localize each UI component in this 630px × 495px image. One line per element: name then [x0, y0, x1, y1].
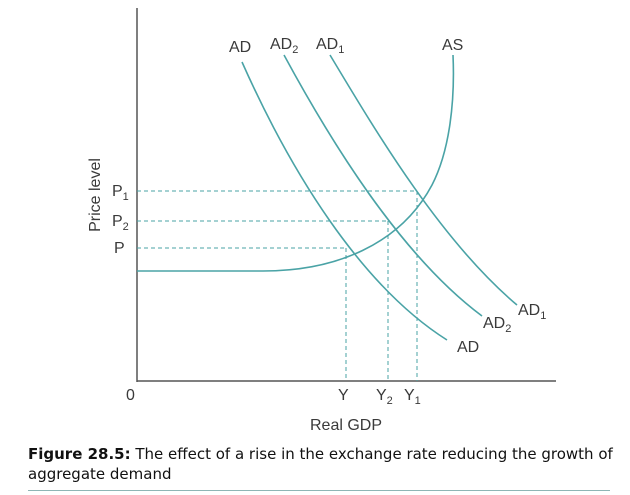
- caption-divider: [28, 490, 610, 491]
- y-label: Y: [338, 387, 349, 404]
- figure-caption: Figure 28.5: The effect of a rise in the…: [28, 444, 618, 484]
- ad2-curve: [283, 54, 483, 317]
- ad1-label-bottom: AD1: [518, 302, 546, 322]
- ad1-label-top: AD1: [316, 36, 344, 56]
- y2-label: Y2: [376, 387, 393, 407]
- x-axis-title: Real GDP: [310, 417, 382, 434]
- p2-label: P2: [112, 213, 129, 233]
- origin-label: 0: [126, 387, 135, 404]
- ad-label-bottom: AD: [457, 339, 479, 356]
- caption-text: The effect of a rise in the exchange rat…: [28, 445, 613, 483]
- as-curve: [137, 54, 455, 272]
- y-axis-title: Price level: [87, 158, 104, 232]
- ad-label-top: AD: [229, 39, 251, 56]
- p1-label: P1: [112, 183, 129, 203]
- ad1-curve: [329, 54, 518, 306]
- y1-label: Y1: [404, 387, 421, 407]
- p-label: P: [114, 240, 125, 257]
- caption-label: Figure 28.5:: [28, 445, 131, 463]
- ad-curve: [241, 61, 448, 341]
- ad2-label-bottom: AD2: [483, 315, 511, 335]
- as-label: AS: [442, 37, 463, 54]
- ad2-label-top: AD2: [270, 36, 298, 56]
